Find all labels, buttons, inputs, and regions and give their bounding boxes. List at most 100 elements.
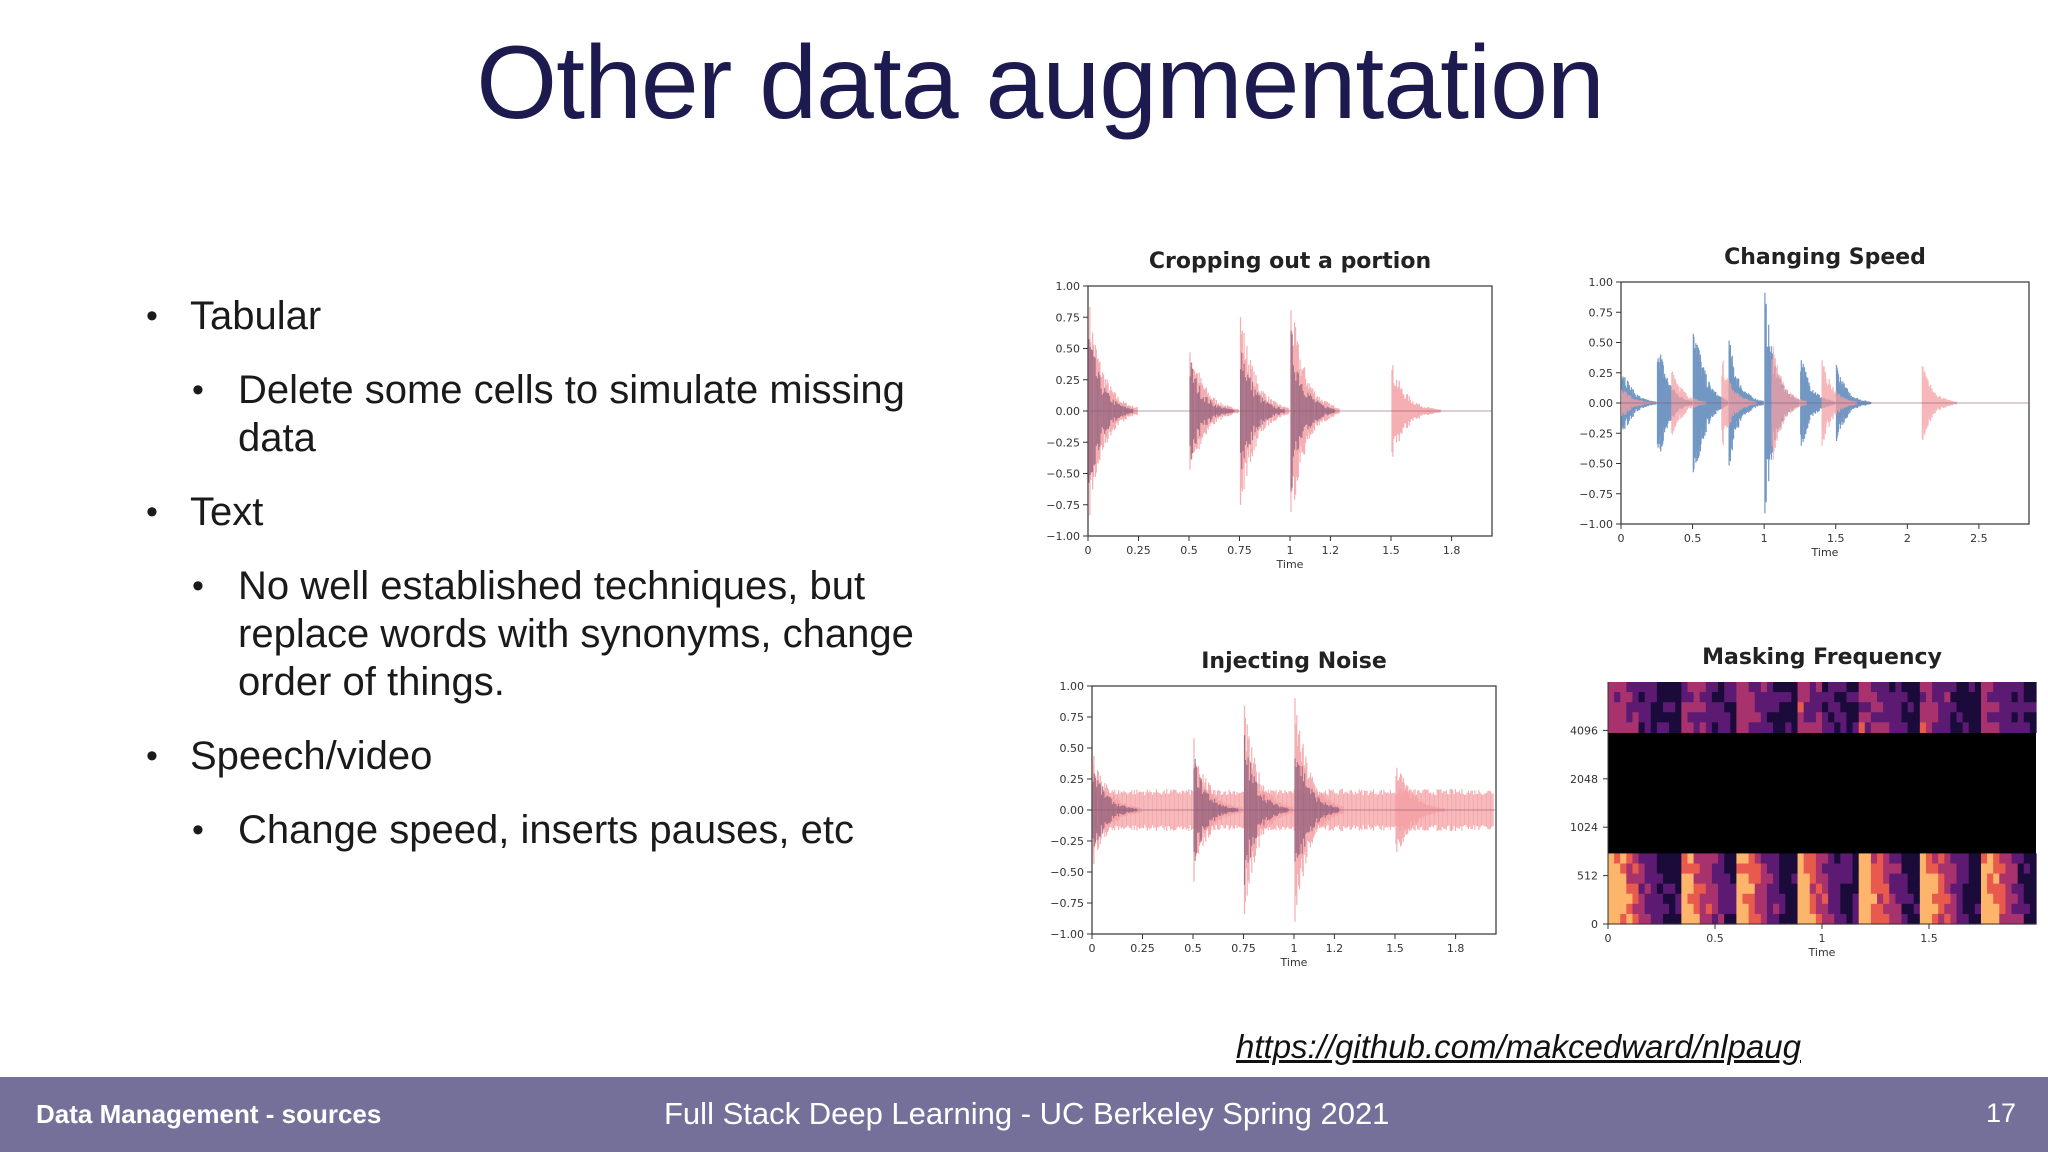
spectrogram-cell <box>1675 913 1682 925</box>
spectrogram-cell <box>1925 893 1933 905</box>
spectrogram-cell <box>1626 863 1634 875</box>
spectrogram-cell <box>1742 682 1750 693</box>
spectrogram-cell <box>1675 883 1682 895</box>
spectrogram-cell <box>1730 913 1737 925</box>
spectrogram-cell <box>1754 702 1762 713</box>
spectrogram-cell <box>1925 682 1933 693</box>
spectrogram-cell <box>1999 712 2007 723</box>
spectrogram-cell <box>1730 853 1737 865</box>
spectrogram-cell <box>1773 863 1780 875</box>
spectrogram-cell <box>1650 883 1658 895</box>
spectrogram-cell <box>1785 863 1793 875</box>
spectrogram-cell <box>1736 682 1744 693</box>
spectrogram-cell <box>1834 903 1841 915</box>
spectrogram-cell <box>1656 712 1664 723</box>
spectrogram-cell <box>1620 883 1627 895</box>
spectrogram-cell <box>1822 722 1829 734</box>
spectrogram-cell <box>1944 853 1951 865</box>
spectrogram-cell <box>1797 682 1805 693</box>
spectrogram-cell <box>1822 712 1829 723</box>
spectrogram-cell <box>1901 712 1909 723</box>
spectrogram-cell <box>1840 712 1848 723</box>
spectrogram-cell <box>1797 873 1805 885</box>
spectrogram-cell <box>1999 853 2007 865</box>
spectrogram-cell <box>1785 692 1793 703</box>
spectrogram-cell <box>1650 893 1658 905</box>
spectrogram-cell <box>1846 893 1854 905</box>
spectrogram-cell <box>1846 873 1854 885</box>
spectrogram-cell <box>1938 903 1945 915</box>
spectrogram-cell <box>2023 913 2031 925</box>
spectrogram-cell <box>1944 682 1951 693</box>
spectrogram-cell <box>1925 913 1933 925</box>
spectrogram-cell <box>1760 873 1768 885</box>
spectrogram-cell <box>1993 712 2000 723</box>
spectrogram-cell <box>1870 893 1878 905</box>
spectrogram-cell <box>1944 883 1951 895</box>
spectrogram-cell <box>2011 853 2019 865</box>
spectrogram-cell <box>1815 853 1823 865</box>
spectrogram-cell <box>1987 863 1994 875</box>
spectrogram-cell <box>2029 903 2037 915</box>
x-tick-label: 0.5 <box>1706 932 1724 945</box>
spectrogram-cell <box>1883 682 1890 693</box>
spectrogram-cell <box>1993 702 2000 713</box>
spectrogram-cell <box>1620 722 1627 734</box>
spectrogram-cell <box>1693 682 1701 693</box>
spectrogram-cell <box>1877 883 1884 895</box>
chart-panel: Injecting Noise1.000.750.500.250.00−0.25… <box>1050 649 1497 969</box>
spectrogram-cell <box>1644 873 1652 885</box>
spectrogram-cell <box>1785 722 1793 734</box>
spectrogram-cell <box>2029 682 2037 693</box>
spectrogram-cell <box>1889 722 1896 734</box>
spectrogram-cell <box>1822 913 1829 925</box>
spectrogram-cell <box>1809 863 1817 875</box>
spectrogram-cell <box>1950 903 1958 915</box>
x-tick-label: 1.5 <box>1386 942 1404 955</box>
spectrogram-cell <box>1889 913 1896 925</box>
spectrogram-cell <box>1828 893 1835 905</box>
spectrogram-cell <box>1877 873 1884 885</box>
spectrogram-cell <box>1962 913 1970 925</box>
spectrogram-cell <box>1852 853 1860 865</box>
spectrogram-cell <box>1956 722 1964 734</box>
spectrogram-cell <box>1858 863 1866 875</box>
spectrogram-cell <box>1730 903 1737 915</box>
spectrogram-cell <box>1815 702 1823 713</box>
spectrogram-cell <box>2005 883 2013 895</box>
spectrogram-cell <box>1681 913 1689 925</box>
spectrogram-cell <box>1687 722 1695 734</box>
bullet-item: • Speech/video <box>140 732 960 780</box>
chart-panel: Cropping out a portion1.000.750.500.250.… <box>1046 249 1493 571</box>
spectrogram-cell <box>1626 893 1634 905</box>
spectrogram-cell <box>1663 692 1670 703</box>
spectrogram-cell <box>1620 692 1627 703</box>
chart-title: Masking Frequency <box>1702 645 1942 670</box>
spectrogram-cell <box>1938 873 1945 885</box>
bullet-dot: • <box>192 567 204 605</box>
spectrogram-cell <box>1907 692 1915 703</box>
y-tick-label: 512 <box>1577 870 1598 883</box>
spectrogram-cell <box>1693 913 1701 925</box>
chart-title: Changing Speed <box>1724 245 1926 270</box>
spectrogram-cell <box>1877 692 1884 703</box>
spectrogram-cell <box>1944 903 1951 915</box>
source-link[interactable]: https://github.com/makcedward/nlpaug <box>1236 1028 1801 1065</box>
spectrogram-cell <box>1980 913 1988 925</box>
spectrogram-cell <box>1901 873 1909 885</box>
spectrogram-cell <box>1883 893 1890 905</box>
y-tick-label: −0.25 <box>1579 427 1613 440</box>
spectrogram-cell <box>1968 722 1976 734</box>
spectrogram-cell <box>1962 702 1970 713</box>
spectrogram-cell <box>1919 883 1927 895</box>
spectrogram-cell <box>1760 712 1768 723</box>
spectrogram-cell <box>1858 692 1866 703</box>
spectrogram-cell <box>1870 712 1878 723</box>
sub-bullet-item: • Delete some cells to simulate missing … <box>140 366 960 462</box>
spectrogram-cell <box>1779 903 1786 915</box>
sub-bullet-item: • Change speed, inserts pauses, etc <box>140 806 960 854</box>
spectrogram-cell <box>1907 873 1915 885</box>
masked-frequency-band <box>1608 737 2036 852</box>
spectrogram-cell <box>1693 863 1701 875</box>
spectrogram-cell <box>1907 722 1915 734</box>
